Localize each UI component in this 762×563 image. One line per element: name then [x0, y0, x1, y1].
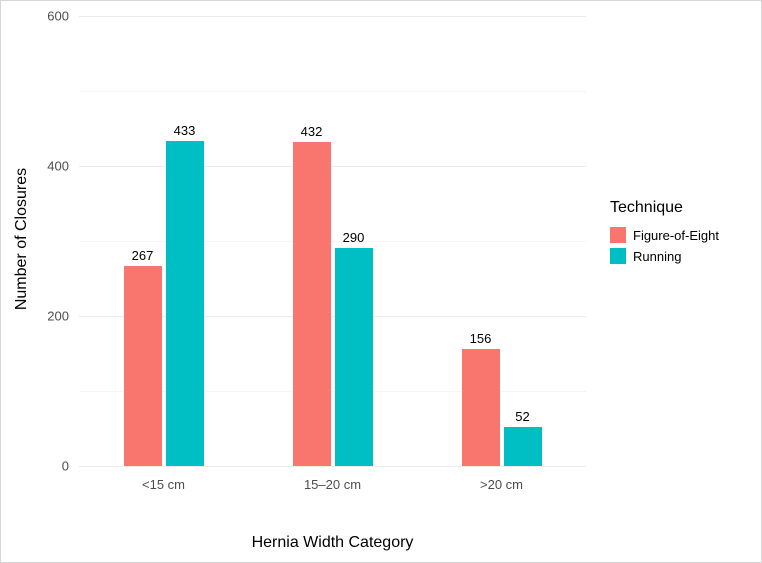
legend-item-label: Figure-of-Eight — [633, 227, 719, 243]
y-tick-label: 600 — [47, 8, 69, 24]
bar-column: 52 — [503, 409, 542, 466]
bar-figure-of-eight — [292, 142, 331, 466]
x-tick-label: >20 cm — [480, 477, 523, 492]
bar-running — [503, 427, 542, 466]
x-tick-label: 15–20 cm — [303, 477, 362, 492]
x-tick-label: <15 cm — [142, 477, 185, 492]
legend-item: Figure-of-Eight — [610, 227, 719, 243]
bar-value-label: 52 — [515, 409, 530, 424]
bar-running — [334, 248, 373, 466]
y-tick-label: 0 — [61, 458, 69, 474]
y-axis-title: Number of Closures — [13, 167, 30, 311]
gridline-major — [79, 465, 586, 467]
bar-value-label: 267 — [131, 248, 154, 263]
gridline-minor — [79, 240, 586, 242]
legend-color-swatch — [610, 227, 626, 243]
bar-column: 156 — [461, 331, 500, 466]
gridline-minor — [79, 90, 586, 92]
bar-group: 432 290 — [292, 124, 373, 466]
gridline-major — [79, 165, 586, 167]
bar-group: 267 433 — [123, 123, 204, 466]
y-tick-label: 200 — [47, 308, 69, 324]
bar-figure-of-eight — [123, 266, 162, 466]
bar-value-label: 432 — [300, 124, 323, 139]
gridline-major — [79, 15, 586, 17]
bar-value-label: 156 — [469, 331, 492, 346]
bar-column: 267 — [123, 248, 162, 466]
legend-color-swatch — [610, 248, 626, 264]
gridline-minor — [79, 390, 586, 392]
bar-value-label: 433 — [173, 123, 196, 138]
plot-panel: 267 433 432 290 156 52 — [79, 15, 586, 467]
bar-column: 432 — [292, 124, 331, 466]
bar-column: 433 — [165, 123, 204, 466]
gridline-major — [79, 315, 586, 317]
bar-figure-of-eight — [461, 349, 500, 466]
y-tick-label: 400 — [47, 158, 69, 174]
legend-title: Technique — [610, 199, 683, 216]
x-axis-title: Hernia Width Category — [251, 534, 414, 551]
bar-running — [165, 141, 204, 466]
legend-item-list: Figure-of-Eight Running — [610, 227, 719, 264]
bar-value-label: 290 — [342, 230, 365, 245]
bar-column: 290 — [334, 230, 373, 466]
legend-item-label: Running — [633, 248, 682, 264]
bar-group: 156 52 — [461, 331, 542, 466]
legend: Technique Figure-of-Eight Running — [610, 199, 719, 269]
legend-item: Running — [610, 248, 719, 264]
